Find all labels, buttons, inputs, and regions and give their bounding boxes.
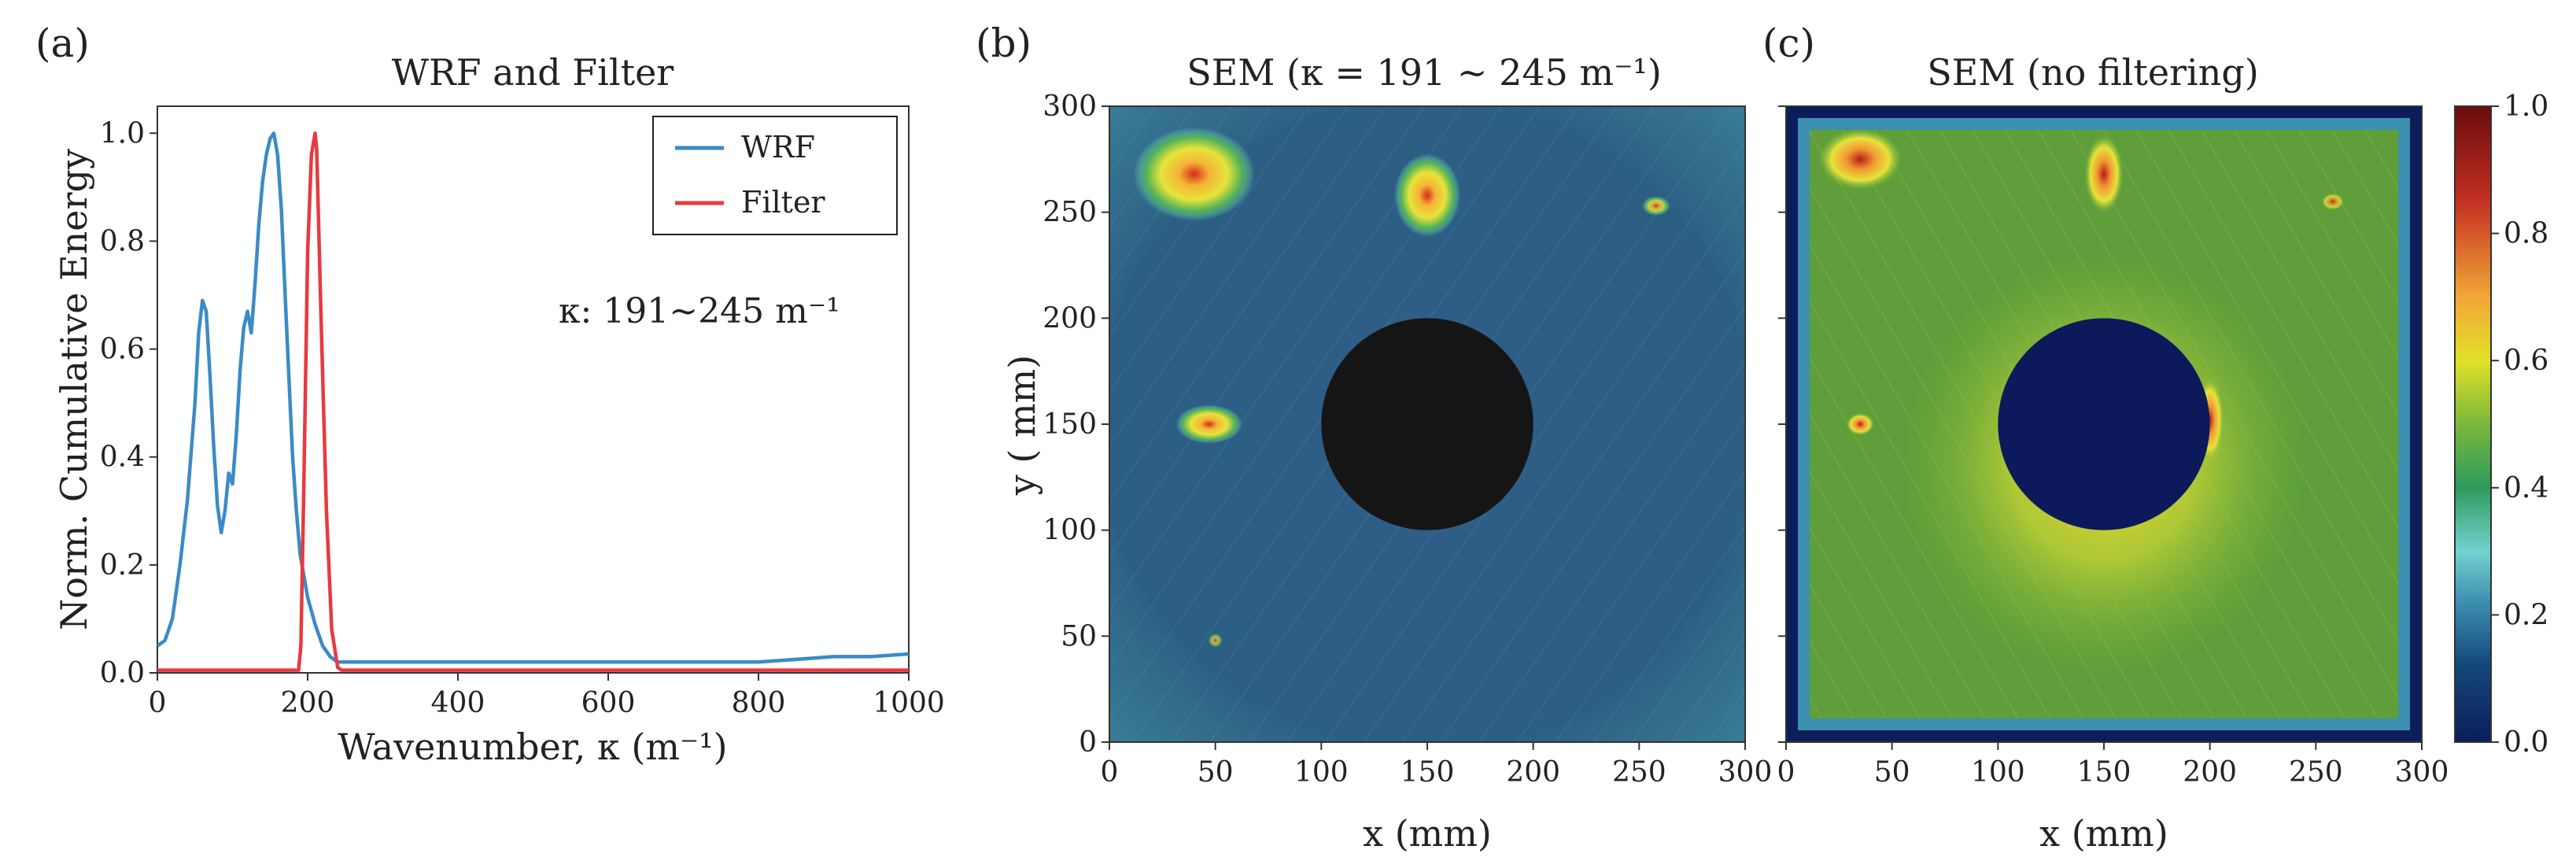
colorbar-axis: 0.0 0.2 0.4 0.6 0.8 1.0 bbox=[2491, 90, 2548, 759]
chart-title-c: SEM (no filtering) bbox=[1927, 51, 2259, 94]
x-tick-label: 200 bbox=[281, 687, 335, 719]
hotspot-defect-upper-left bbox=[1133, 127, 1255, 221]
y-tick-label: 0.8 bbox=[100, 225, 145, 257]
x-tick-label: 1000 bbox=[873, 687, 945, 719]
x-tick-label: 600 bbox=[581, 687, 636, 719]
y-axis-label-b: y ( mm) bbox=[1001, 355, 1043, 496]
x-tick-label: 100 bbox=[1971, 756, 2025, 789]
hotspot-defect-left bbox=[1175, 404, 1242, 444]
y-tick-label: 150 bbox=[1043, 408, 1097, 441]
y-axis-b: 0 50 100 150 200 250 300 bbox=[1043, 90, 1109, 759]
y-axis-c bbox=[1778, 105, 1786, 743]
panel-a-line-chart: (a) WRF and Filter 0.0 0.2 0.4 0.6 0.8 1.0 0 2… bbox=[35, 20, 945, 768]
x-tick-label: 0 bbox=[1101, 756, 1119, 789]
x-tick-label: 800 bbox=[732, 687, 786, 719]
x-tick-label: 400 bbox=[431, 687, 485, 719]
series-line-wrf bbox=[157, 131, 909, 664]
colorbar-tick-label: 0.6 bbox=[2504, 345, 2548, 377]
x-tick-label: 100 bbox=[1294, 756, 1349, 789]
colorbar-tick-label: 0.8 bbox=[2504, 218, 2548, 250]
x-tick-label: 200 bbox=[2183, 756, 2237, 789]
y-tick-label: 0 bbox=[1079, 726, 1097, 759]
x-axis-label-a: Wavenumber, κ (m⁻¹) bbox=[338, 726, 727, 768]
x-axis-a: 0 200 400 600 800 1000 bbox=[149, 673, 945, 719]
panel-b-heatmap: (b) SEM (κ = 191 ~ 245 m⁻¹) 0 50 100 150 200… bbox=[976, 20, 1772, 855]
hotspot-defect-lower-left bbox=[1208, 633, 1223, 648]
legend-a: WRF Filter bbox=[652, 116, 898, 235]
hotspots-b bbox=[1133, 127, 1670, 648]
hotspot-defect-upper-center bbox=[1393, 153, 1461, 237]
y-tick-label: 200 bbox=[1043, 302, 1097, 334]
panel-label-b: (b) bbox=[976, 20, 1032, 66]
y-tick-label: 0.4 bbox=[100, 441, 145, 474]
y-tick-label: 50 bbox=[1061, 620, 1097, 652]
colorbar-tick-label: 1.0 bbox=[2504, 90, 2548, 123]
y-tick-label: 0.0 bbox=[100, 657, 145, 689]
y-tick-label: 0.2 bbox=[100, 549, 145, 582]
x-tick-label: 50 bbox=[1198, 756, 1234, 789]
x-tick-label: 0 bbox=[149, 687, 167, 719]
y-axis-label-a: Norm. Cumulative Energy bbox=[53, 149, 95, 630]
x-tick-label: 300 bbox=[1718, 756, 1773, 789]
y-axis-a: 0.0 0.2 0.4 0.6 0.8 1.0 bbox=[100, 117, 157, 689]
colorbar-tick-label: 0.4 bbox=[2504, 472, 2548, 504]
y-tick-label: 300 bbox=[1043, 90, 1097, 123]
panel-label-c: (c) bbox=[1762, 20, 1815, 66]
y-tick-label: 250 bbox=[1043, 197, 1097, 229]
x-axis-label-c: x (mm) bbox=[2039, 812, 2168, 855]
x-tick-label: 200 bbox=[1506, 756, 1560, 789]
hole-region-b bbox=[1321, 318, 1533, 530]
x-tick-label: 0 bbox=[1777, 756, 1795, 789]
x-tick-label: 250 bbox=[1612, 756, 1666, 789]
hotspots-c bbox=[1818, 128, 2344, 462]
hotspot-defect-upper-right bbox=[1642, 196, 1670, 216]
x-axis-b: 0 50 100 150 200 250 300 bbox=[1101, 742, 1773, 789]
x-tick-label: 250 bbox=[2289, 756, 2343, 789]
chart-title-a: WRF and Filter bbox=[392, 51, 674, 94]
x-tick-label: 150 bbox=[1401, 756, 1455, 789]
panel-c-heatmap: (c) SEM (no filtering) 0 50 100 150 200 250 30… bbox=[1762, 20, 2548, 855]
x-tick-label: 150 bbox=[2077, 756, 2131, 789]
hotspot-defect-upper-center bbox=[2084, 135, 2124, 213]
x-tick-label: 50 bbox=[1874, 756, 1910, 789]
legend-label-wrf: WRF bbox=[741, 130, 815, 164]
chart-title-b: SEM (κ = 191 ~ 245 m⁻¹) bbox=[1187, 51, 1662, 94]
y-tick-label: 100 bbox=[1043, 515, 1097, 547]
x-axis-c: 0 50 100 150 200 250 300 bbox=[1777, 742, 2449, 789]
hole-region-c bbox=[1998, 318, 2210, 530]
colorbar-tick-label: 0.2 bbox=[2504, 599, 2548, 631]
y-tick-label: 0.6 bbox=[100, 334, 145, 366]
y-tick-label: 1.0 bbox=[100, 117, 145, 150]
legend-label-filter: Filter bbox=[741, 185, 825, 220]
x-axis-label-b: x (mm) bbox=[1363, 812, 1492, 855]
colorbar-tick-label: 0.0 bbox=[2504, 726, 2548, 759]
colorbar bbox=[2454, 105, 2492, 743]
hotspot-defect-upper-right bbox=[2321, 193, 2344, 210]
panel-label-a: (a) bbox=[35, 20, 90, 66]
hotspot-defect-upper-left bbox=[1818, 128, 1902, 190]
x-tick-label: 300 bbox=[2395, 756, 2449, 789]
wavenumber-range-annotation: κ: 191~245 m⁻¹ bbox=[559, 291, 840, 331]
series-line-filter bbox=[157, 131, 909, 672]
legend-box bbox=[652, 116, 898, 235]
hotspot-defect-left bbox=[1846, 412, 1874, 436]
